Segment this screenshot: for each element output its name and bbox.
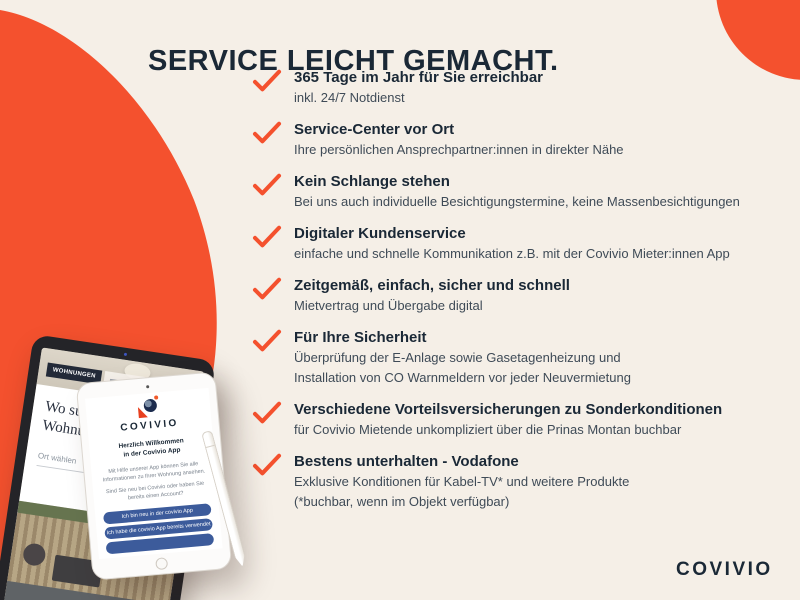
benefit-heading: Bestens unterhalten - Vodafone	[294, 453, 519, 470]
benefit-sub: Installation von CO Warnmeldern vor jede…	[294, 370, 631, 385]
benefit-item: Kein Schlange stehen Bei uns auch indivi…	[252, 172, 792, 212]
camera-dot	[123, 352, 128, 357]
benefit-sub: Bei uns auch individuelle Besichtigungst…	[294, 194, 740, 209]
check-icon	[252, 225, 282, 248]
benefit-sub: Mietvertrag und Übergabe digital	[294, 298, 483, 313]
home-button[interactable]	[155, 557, 169, 571]
app-question-text: Sind Sie neu bei Covivio oder haben Sie …	[105, 480, 205, 501]
benefit-item: 365 Tage im Jahr für Sie erreichbar inkl…	[252, 68, 792, 108]
app-screen: COVIVIO Herzlich Willkommen in der Coviv…	[85, 387, 223, 560]
logo-dot	[154, 395, 159, 400]
covivio-logo: COVIVIO	[676, 559, 773, 580]
app-buttons: Ich bin neu in der covivio App Ich habe …	[95, 502, 222, 555]
check-icon	[252, 277, 282, 300]
covivio-app-logo-icon	[136, 395, 160, 419]
check-icon	[252, 401, 282, 424]
benefit-heading: Verschiedene Vorteilsversicherungen zu S…	[294, 401, 723, 418]
benefit-sub: Ihre persönlichen Ansprechpartner:innen …	[294, 142, 624, 157]
benefit-sub: einfache und schnelle Kommunikation z.B.…	[294, 246, 730, 261]
check-icon	[252, 453, 282, 476]
benefit-heading: Zeitgemäß, einfach, sicher und schnell	[294, 277, 570, 294]
check-icon	[252, 121, 282, 144]
benefit-sub: (*buchbar, wenn im Objekt verfügbar)	[294, 494, 510, 509]
benefit-item: Bestens unterhalten - Vodafone Exklusive…	[252, 452, 792, 512]
benefit-item: Zeitgemäß, einfach, sicher und schnell M…	[252, 276, 792, 316]
check-icon	[252, 329, 282, 352]
benefit-heading: Digitaler Kundenservice	[294, 225, 466, 242]
check-icon	[252, 173, 282, 196]
app-welcome-text: Herzlich Willkommen in der Covivio App	[89, 435, 214, 463]
benefit-heading: 365 Tage im Jahr für Sie erreichbar	[294, 69, 544, 86]
benefit-heading: Kein Schlange stehen	[294, 173, 450, 190]
app-tablet-mockup: COVIVIO Herzlich Willkommen in der Coviv…	[75, 371, 233, 581]
benefit-heading: Für Ihre Sicherheit	[294, 329, 427, 346]
benefit-sub: Exklusive Konditionen für Kabel-TV* und …	[294, 474, 630, 489]
check-icon	[252, 69, 282, 92]
logo-globe	[143, 398, 158, 413]
benefit-item: Für Ihre Sicherheit Überprüfung der E-An…	[252, 328, 792, 388]
benefit-sub: für Covivio Mietende unkompliziert über …	[294, 422, 682, 437]
benefit-item: Verschiedene Vorteilsversicherungen zu S…	[252, 400, 792, 440]
benefit-sub: inkl. 24/7 Notdienst	[294, 90, 405, 105]
benefit-item: Digitaler Kundenservice einfache und sch…	[252, 224, 792, 264]
benefit-list: 365 Tage im Jahr für Sie erreichbar inkl…	[252, 68, 792, 524]
benefit-sub: Überprüfung der E-Anlage sowie Gasetagen…	[294, 350, 621, 365]
benefit-heading: Service-Center vor Ort	[294, 121, 455, 138]
benefit-item: Service-Center vor Ort Ihre persönlichen…	[252, 120, 792, 160]
camera-dot	[146, 385, 150, 389]
